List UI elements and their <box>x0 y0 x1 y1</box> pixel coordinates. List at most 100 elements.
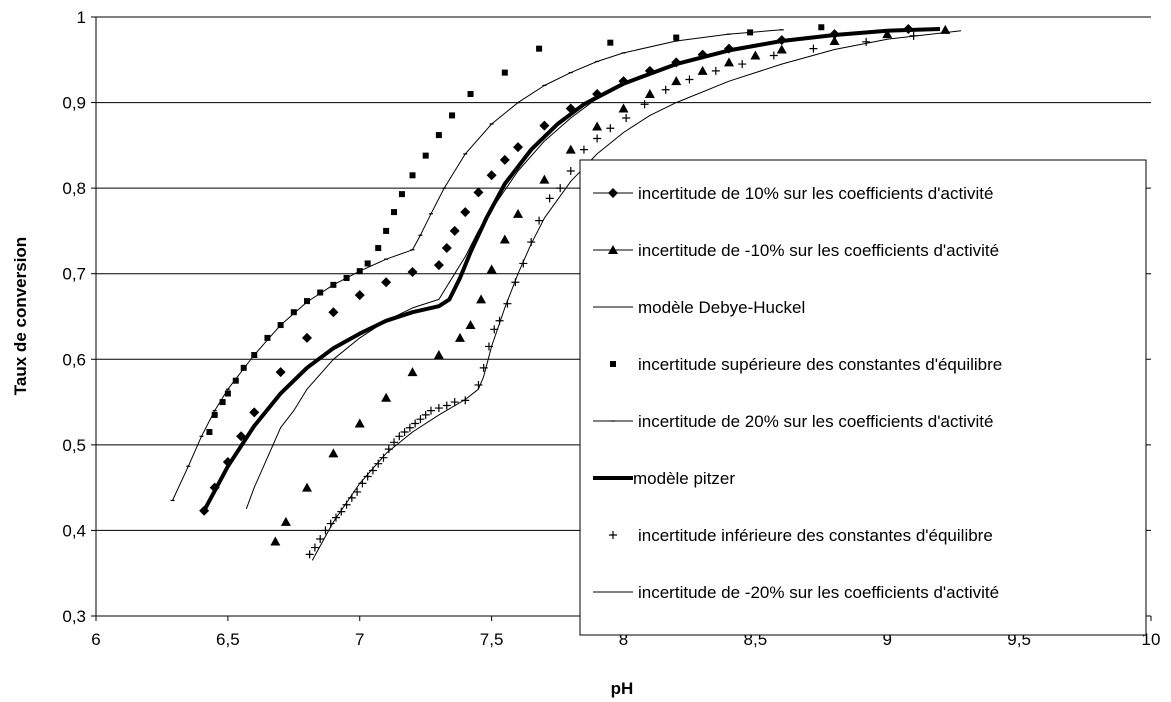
data-point <box>565 144 576 154</box>
data-point <box>391 209 398 216</box>
data-point <box>354 418 365 428</box>
data-point <box>400 428 409 437</box>
data-point <box>461 396 470 405</box>
legend-item: incertitude supérieure des constantes d'… <box>610 355 1002 374</box>
series-5 <box>170 29 784 502</box>
data-point <box>474 380 483 389</box>
data-point <box>398 191 405 198</box>
data-point <box>593 134 602 143</box>
y-tick-label: 0,9 <box>62 94 86 113</box>
y-tick-label: 0,7 <box>62 265 86 284</box>
data-point <box>305 550 314 559</box>
data-point <box>383 227 390 234</box>
data-point <box>940 24 951 34</box>
y-tick-label: 0,5 <box>62 436 86 455</box>
data-point <box>539 120 550 131</box>
legend-marker <box>610 361 616 367</box>
data-point <box>304 298 310 305</box>
data-point <box>711 66 720 75</box>
legend-item: incertitude de -20% sur les coefficients… <box>593 583 999 602</box>
data-point <box>206 429 213 436</box>
series-line <box>202 27 941 512</box>
legend-label: incertitude inférieure des constantes d'… <box>638 526 993 545</box>
data-point <box>364 260 371 267</box>
data-point <box>381 392 392 402</box>
data-point <box>354 290 365 301</box>
data-point <box>685 75 694 84</box>
data-point <box>302 332 312 343</box>
x-tick-label: 6,5 <box>216 630 240 649</box>
legend-label: incertitude de -20% sur les coefficients… <box>638 583 999 602</box>
x-axis-title: pH <box>611 679 634 698</box>
y-tick-label: 0,8 <box>62 179 86 198</box>
series-7 <box>305 31 918 559</box>
legend-box <box>579 159 1147 636</box>
data-point <box>434 404 443 413</box>
data-point <box>422 152 429 159</box>
data-point <box>316 534 325 543</box>
data-point <box>264 334 271 341</box>
y-tick-label: 0,4 <box>62 521 86 540</box>
data-point <box>862 37 871 46</box>
data-point <box>539 174 550 184</box>
data-point <box>622 113 631 122</box>
data-point <box>375 245 382 252</box>
data-point <box>671 76 682 86</box>
data-point <box>310 543 319 552</box>
legend-item: modèle Debye-Huckel <box>593 298 805 317</box>
y-axis-title: Taux de conversion <box>11 237 30 395</box>
data-point <box>224 390 231 397</box>
legend-label: incertitude de -10% sur les coefficients… <box>638 241 999 260</box>
data-point <box>465 320 476 330</box>
data-point <box>407 367 418 377</box>
data-point <box>395 432 404 441</box>
legend-label: modèle Debye-Huckel <box>638 298 805 317</box>
data-point <box>302 482 312 492</box>
legend: incertitude de 10% sur les coefficients … <box>579 159 1147 636</box>
data-point <box>724 57 734 67</box>
data-point <box>476 294 487 304</box>
data-point <box>433 350 444 360</box>
data-point <box>441 243 452 254</box>
data-point <box>328 448 339 458</box>
data-point <box>618 103 629 113</box>
legend-label: incertitude de 10% sur les coefficients … <box>638 184 993 203</box>
data-point <box>829 35 840 45</box>
data-point <box>769 51 778 60</box>
data-point <box>513 142 523 153</box>
legend-label: incertitude de 20% sur les coefficients … <box>638 412 993 431</box>
legend-item: incertitude de -10% sur les coefficients… <box>593 241 999 260</box>
data-point <box>416 415 425 424</box>
data-point <box>405 423 414 432</box>
data-point <box>513 208 523 218</box>
data-point <box>275 367 286 378</box>
legend-item: incertitude inférieure des constantes d'… <box>609 526 993 545</box>
data-point <box>435 132 442 139</box>
series-6 <box>202 27 941 512</box>
data-point <box>449 112 456 119</box>
data-point <box>390 438 399 447</box>
x-tick-label: 7,5 <box>480 630 504 649</box>
data-point <box>882 29 893 39</box>
legend-item: modèle pitzer <box>593 469 735 488</box>
data-point <box>661 85 670 94</box>
data-point <box>450 398 459 407</box>
data-point <box>499 234 510 244</box>
data-point <box>321 526 330 535</box>
legend-label: modèle pitzer <box>633 469 735 488</box>
data-point <box>536 45 543 52</box>
data-point <box>535 216 544 225</box>
data-point <box>556 184 565 193</box>
data-point <box>409 172 416 179</box>
data-point <box>750 50 761 60</box>
legend-item: incertitude de 10% sur les coefficients … <box>593 184 993 203</box>
data-point <box>776 44 787 54</box>
legend-marker <box>608 188 618 198</box>
series-line <box>311 30 962 561</box>
data-point <box>211 411 218 418</box>
data-point <box>280 516 291 526</box>
legend-label: incertitude supérieure des constantes d'… <box>638 355 1002 374</box>
data-point <box>426 406 435 415</box>
data-point <box>337 507 346 516</box>
y-tick-label: 1 <box>77 8 86 27</box>
